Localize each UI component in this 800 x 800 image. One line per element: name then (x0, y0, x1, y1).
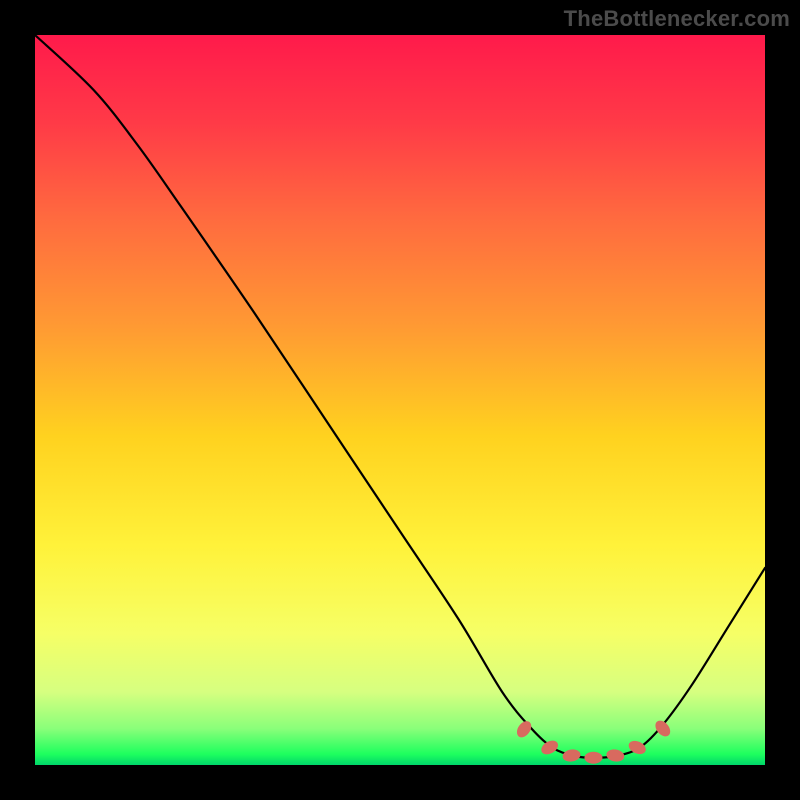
marker-point (584, 752, 602, 764)
chart-background (35, 35, 765, 765)
bottleneck-chart (0, 0, 800, 800)
stage: TheBottlenecker.com (0, 0, 800, 800)
